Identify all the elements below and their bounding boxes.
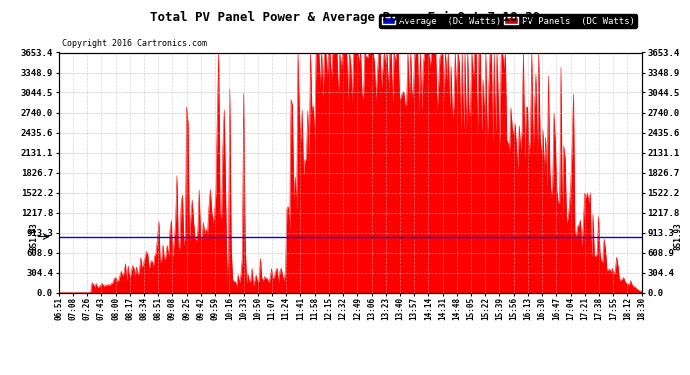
Text: Copyright 2016 Cartronics.com: Copyright 2016 Cartronics.com <box>62 39 207 48</box>
Legend: Average  (DC Watts), PV Panels  (DC Watts): Average (DC Watts), PV Panels (DC Watts) <box>379 14 637 28</box>
Text: 851.93: 851.93 <box>673 223 683 251</box>
Text: 851.93: 851.93 <box>29 223 38 251</box>
Text: Total PV Panel Power & Average Power Fri Oct 7 18:30: Total PV Panel Power & Average Power Fri… <box>150 11 540 24</box>
